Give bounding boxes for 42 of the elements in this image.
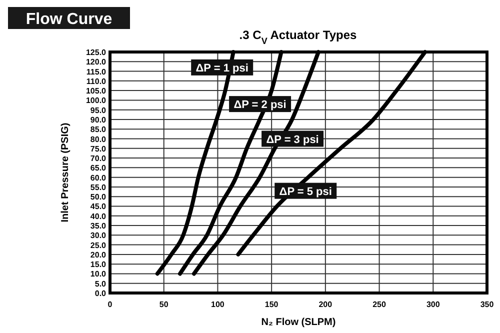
y-tick-label: 10.0 bbox=[90, 270, 107, 279]
y-tick-label: 85.0 bbox=[90, 125, 107, 134]
y-tick-label: 5.0 bbox=[94, 279, 107, 288]
series-label: ΔP = 2 psi bbox=[234, 99, 286, 112]
y-tick-label: 125.0 bbox=[86, 48, 107, 57]
x-axis-title: N₂ Flow (SLPM) bbox=[261, 317, 336, 328]
y-tick-label: 40.0 bbox=[90, 212, 107, 221]
y-tick-label: 20.0 bbox=[90, 250, 107, 260]
y-tick-label: 95.0 bbox=[90, 106, 107, 115]
y-tick-label: 90.0 bbox=[90, 115, 107, 124]
y-tick-label: 45.0 bbox=[90, 202, 107, 212]
y-tick-label: 120.0 bbox=[86, 58, 107, 67]
y-tick-label: 60.0 bbox=[90, 173, 107, 182]
y-tick-label: 55.0 bbox=[90, 182, 107, 192]
x-tick-label: 50 bbox=[159, 300, 169, 309]
x-tick-label: 300 bbox=[426, 300, 440, 309]
y-tick-label: 0.0 bbox=[94, 289, 107, 298]
x-tick-label: 0 bbox=[108, 300, 113, 309]
x-tick-label: 250 bbox=[372, 300, 387, 309]
x-tick-label: 200 bbox=[318, 300, 333, 309]
y-axis-title: Inlet Pressure (PSIG) bbox=[60, 122, 71, 222]
y-tick-label: 65.0 bbox=[90, 164, 107, 173]
y-tick-label: 75.0 bbox=[90, 144, 107, 154]
y-tick-label: 105.0 bbox=[86, 86, 107, 96]
y-tick-label: 30.0 bbox=[90, 231, 107, 240]
chart-title: Flow Curve bbox=[26, 11, 112, 28]
y-tick-label: 115.0 bbox=[86, 67, 107, 76]
x-tick-label: 150 bbox=[264, 300, 279, 309]
series-label: ΔP = 5 psi bbox=[279, 186, 332, 198]
series-label: ΔP = 3 psi bbox=[266, 134, 319, 146]
chart-subtitle: .3 C$_{V}$ Actuator Types bbox=[239, 28, 358, 46]
x-tick-label: 350 bbox=[480, 300, 494, 309]
y-tick-label: 70.0 bbox=[90, 154, 107, 164]
y-tick-label: 80.0 bbox=[90, 134, 107, 144]
y-tick-label: 35.0 bbox=[90, 222, 107, 231]
y-tick-label: 15.0 bbox=[90, 260, 107, 270]
y-tick-label: 25.0 bbox=[90, 240, 107, 250]
series-label: ΔP = 1 psi bbox=[196, 62, 248, 74]
x-tick-label: 100 bbox=[211, 300, 225, 309]
y-tick-label: 50.0 bbox=[90, 192, 107, 202]
y-tick-label: 100.0 bbox=[86, 96, 107, 106]
y-tick-label: 110.0 bbox=[86, 76, 107, 86]
